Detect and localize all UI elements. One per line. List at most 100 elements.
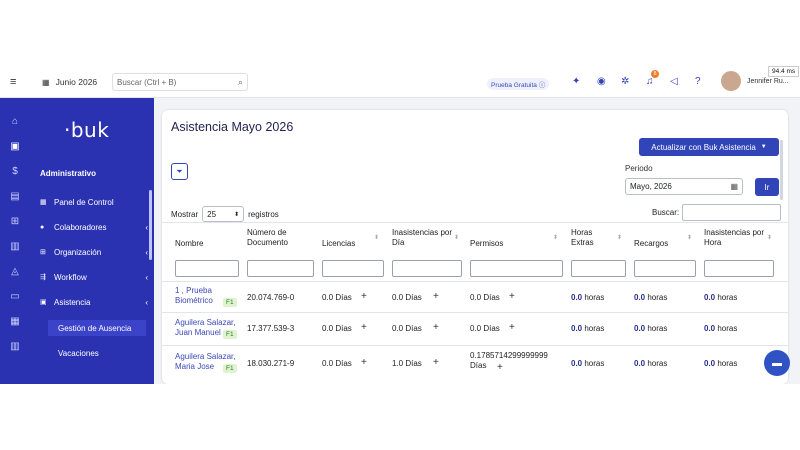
filter-input-horas-extras[interactable] — [571, 260, 626, 277]
col-header-licencias[interactable]: Licencias — [322, 239, 356, 248]
clipboard-icon[interactable]: ▤ — [10, 190, 20, 202]
global-search-input[interactable]: Buscar (Ctrl + B) ⌕ — [112, 73, 248, 91]
inasistencias-value: 1.0 Días — [392, 359, 422, 368]
sort-icon[interactable]: ⬍ — [687, 235, 693, 241]
value-unit: horas — [715, 324, 738, 333]
user-name[interactable]: Jennifer Ru... — [747, 78, 789, 85]
page-length-control: Mostrar 25 ⬍ registros — [171, 206, 279, 222]
sidebar-subitem-vacaciones[interactable]: Vacaciones — [58, 348, 99, 358]
folder-icon[interactable]: ▭ — [10, 290, 20, 302]
col-header-inasistencias-dia[interactable]: Inasistencias por Día — [392, 228, 453, 247]
sidebar-item-colaboradores[interactable]: ● Colaboradores ‹ — [40, 220, 148, 234]
col-header-horas-extras[interactable]: Horas Extras — [571, 228, 594, 247]
bank-icon[interactable]: ▥ — [10, 340, 20, 352]
sort-icon[interactable]: ⬍ — [454, 235, 460, 241]
store-icon[interactable]: ▦ — [10, 315, 20, 327]
add-inasistencia-button[interactable]: + — [433, 322, 439, 333]
filter-input-inasistencias-dia[interactable] — [392, 260, 462, 277]
ir-button[interactable]: Ir — [755, 178, 779, 196]
chevron-left-icon: ‹ — [145, 247, 148, 257]
recargos-value: 0.0 horas — [634, 359, 667, 369]
sort-icon[interactable]: ⬍ — [374, 235, 380, 241]
search-icon[interactable]: ⌕ — [237, 76, 243, 87]
page-title: Asistencia Mayo 2026 — [171, 120, 294, 134]
home-icon[interactable]: ⌂ — [11, 115, 19, 127]
bell-icon[interactable]: ♫ — [646, 76, 654, 87]
attendance-rail-icon[interactable]: ▣ — [10, 140, 20, 152]
search-placeholder: Buscar (Ctrl + B) — [117, 77, 177, 87]
eye-icon[interactable]: ◉ — [597, 76, 606, 87]
megaphone-icon[interactable]: ◁ — [670, 76, 678, 87]
value-unit: horas — [645, 359, 668, 368]
filter-input-recargos[interactable] — [634, 260, 696, 277]
value-number: 0.0 — [704, 359, 716, 368]
employee-name-link[interactable]: Aguilera Salazar, Maria Jose — [175, 352, 236, 371]
col-header-documento[interactable]: Número de Documento — [247, 228, 288, 247]
add-licencia-button[interactable]: + — [361, 322, 367, 333]
value-number: 0.0 — [571, 324, 583, 333]
inasistencias-hora-value: 0.0 horas — [704, 324, 737, 334]
trial-badge[interactable]: Prueba Gratuita ⓘ — [487, 78, 550, 90]
org-rail-icon[interactable]: ⊞ — [10, 215, 20, 227]
sparkle-icon[interactable]: ✦ — [572, 76, 581, 87]
notification-count: 8 — [651, 70, 659, 78]
sidebar-item-organizacion[interactable]: ⊞ Organización ‹ — [40, 245, 148, 259]
col-header-inasistencias-hora[interactable]: Inasistencias por Hora — [704, 228, 765, 247]
caret-down-icon: ▼ — [760, 144, 767, 150]
sort-icon[interactable]: ⬍ — [767, 235, 773, 241]
card-scrollbar[interactable] — [780, 140, 783, 200]
avatar[interactable] — [721, 71, 741, 91]
buk-logo[interactable]: ·buk — [64, 118, 110, 142]
sidebar-item-workflow[interactable]: ⇶ Workflow ‹ — [40, 270, 148, 284]
value-number: 0.0 — [634, 293, 646, 302]
help-icon[interactable]: ? — [695, 76, 701, 87]
value-number: 0.0 — [634, 359, 646, 368]
money-icon[interactable]: $ — [12, 165, 18, 177]
col-header-nombre[interactable]: Nombre — [175, 239, 204, 248]
filter-input-permisos[interactable] — [470, 260, 563, 277]
date-selector[interactable]: ▦ Junio 2026 — [42, 77, 97, 87]
value-unit: horas — [645, 293, 668, 302]
update-buk-asistencia-button[interactable]: Actualizar con Buk Asistencia ▼ — [639, 138, 779, 156]
add-inasistencia-button[interactable]: + — [433, 357, 439, 368]
page-length-select[interactable]: 25 ⬍ — [202, 206, 245, 222]
filter-input-documento[interactable] — [247, 260, 314, 277]
add-permiso-button[interactable]: + — [497, 362, 503, 373]
employee-name-link[interactable]: 1 , Prueba Biométrico — [175, 286, 213, 305]
periodo-input[interactable]: Mayo, 2026 ▦ — [625, 178, 743, 195]
sidebar-item-panel-de-control[interactable]: ▦ Panel de Control — [40, 195, 148, 209]
sidebar-scrollbar[interactable] — [149, 190, 152, 260]
filter-input-nombre[interactable] — [175, 260, 239, 277]
table-search-input[interactable] — [682, 204, 782, 221]
sidebar-item-label: Workflow — [54, 272, 87, 282]
add-permiso-button[interactable]: + — [509, 291, 515, 302]
add-permiso-button[interactable]: + — [509, 322, 515, 333]
chat-button[interactable]: ▬ — [764, 350, 790, 376]
table-search: Buscar: — [652, 204, 782, 221]
org-icon: ⊞ — [40, 249, 46, 256]
filter-input-licencias[interactable] — [322, 260, 384, 277]
sort-icon[interactable]: ⬍ — [617, 235, 623, 241]
value-number: 0.0 — [704, 293, 716, 302]
col-header-recargos[interactable]: Recargos — [634, 239, 669, 248]
employee-name-link[interactable]: Aguilera Salazar, Juan Manuel — [175, 318, 236, 337]
inasistencias-hora-value: 0.0 horas — [704, 359, 737, 369]
calendar-icon[interactable]: ▦ — [730, 182, 738, 191]
status-badge: F1 — [223, 364, 237, 373]
divider — [162, 345, 788, 346]
col-header-permisos[interactable]: Permisos — [470, 239, 504, 248]
menu-icon[interactable]: ≡ — [10, 76, 17, 88]
sort-icon[interactable]: ⬍ — [553, 235, 559, 241]
add-licencia-button[interactable]: + — [361, 357, 367, 368]
graduation-icon[interactable]: ◬ — [11, 265, 19, 277]
filter-input-inasistencias-hora[interactable] — [704, 260, 774, 277]
add-licencia-button[interactable]: + — [361, 291, 367, 302]
filter-button[interactable]: ⏷ — [171, 163, 188, 180]
sidebar-item-asistencia[interactable]: ▣ Asistencia ‹ — [40, 295, 148, 309]
settings-icon[interactable]: ✲ — [621, 76, 630, 87]
add-inasistencia-button[interactable]: + — [433, 291, 439, 302]
latency-badge: 94.4 ms — [768, 66, 800, 77]
sidebar-subitem-gestion-de-ausencia[interactable]: Gestión de Ausencia — [48, 320, 146, 336]
briefcase-icon[interactable]: ▥ — [10, 240, 20, 252]
sidebar-item-label: Colaboradores — [54, 222, 107, 232]
